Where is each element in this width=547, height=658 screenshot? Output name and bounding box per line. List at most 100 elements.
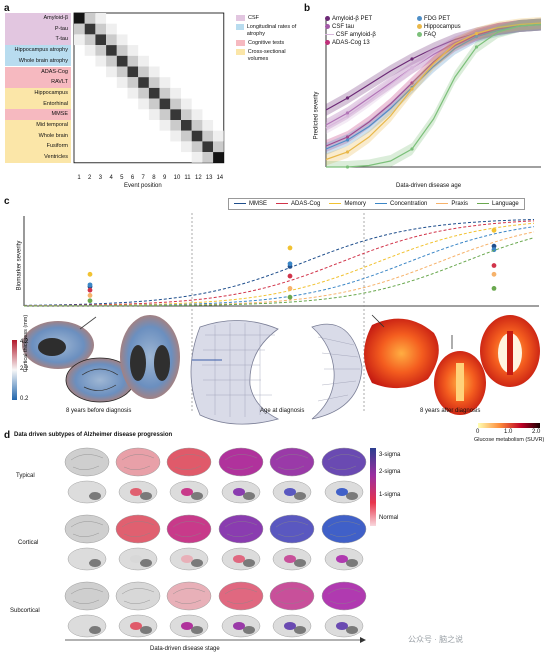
event-matrix-cell [95,34,107,46]
event-position-tick: 9 [162,175,167,181]
panel-a-event-matrix [73,12,225,164]
series-point [345,111,350,115]
event-row-label: Hippocampus [5,87,71,99]
legend-marker [417,15,422,21]
severity-curve [23,219,535,306]
series-confidence-band [326,18,541,134]
panel-b-legend-item: CSF amyloid-β [325,31,417,39]
event-position-tick: 11 [184,175,191,181]
event-row-label: Entorhinal [5,98,71,110]
series-point [410,147,414,151]
severity-marker [287,294,293,300]
subcortical-region [181,622,193,630]
event-matrix-cell [191,109,203,120]
subcortical-region [79,622,91,630]
series-line [326,23,542,168]
subcortical-region [284,555,296,563]
event-matrix-cell [181,109,192,120]
event-matrix-cell [159,98,171,110]
series-point [345,165,350,169]
panel-c-curves [23,213,539,413]
brain-lateral-stage [218,581,264,611]
series-confidence-band [326,18,541,152]
series-point [345,114,350,118]
series-point [410,57,414,61]
legend-marker [325,23,330,29]
subcortical-region [284,622,296,630]
severity-curve [23,231,535,307]
event-matrix-cell [127,66,139,78]
panel-b-legend-item: FDG PET [417,15,497,23]
event-position-tick: 1 [77,175,81,181]
brain-lateral-stage [115,514,161,544]
event-matrix-cell [202,141,214,153]
event-matrix-cell [148,77,160,88]
event-matrix-cell [213,141,224,153]
event-matrix-cell [84,23,96,35]
event-matrix-cell [84,13,96,24]
event-row-label: P-tau [5,23,71,35]
event-matrix-cell [84,34,96,46]
legend-marker [325,15,330,21]
brain-lateral-stage [218,514,264,544]
series-point [474,45,479,49]
panel-b-legend-item: CSF tau [325,23,417,31]
event-matrix-cell [138,87,149,99]
event-matrix-cell [116,34,128,46]
panel-a-legend: CSF Longitudinal rates of atrophy Cognitiv… [236,15,306,65]
event-position-tick: 3 [98,175,103,181]
brain-lateral-stage [269,514,315,544]
event-row-label: Ventricles [5,152,71,163]
event-matrix-cell [191,152,203,163]
event-matrix-cell [159,109,171,120]
legend-line [276,202,288,205]
severity-marker [87,293,93,298]
thickness-tick-mid: 2.2 [20,366,29,372]
event-matrix-cell [202,120,214,131]
event-matrix-cell [170,98,181,110]
series-line [325,23,542,147]
panel-a-legend-item: Cognitive tests [236,40,306,47]
hippocampus-mesh-right [311,323,363,420]
severity-curve [23,220,535,307]
subcortical-region [233,488,245,496]
severity-marker [287,273,293,279]
event-matrix-cell [159,87,171,99]
event-matrix-cell [127,55,139,67]
subcortical-region [336,488,348,496]
panel-c-legend-item: Praxis [436,201,468,207]
series-confidence-band [326,17,541,166]
severity-marker [287,261,293,267]
event-row-label: RAVLT [5,77,71,88]
event-matrix-cell [74,23,85,35]
glucose-label: Glucose metabolism (SUVR) [474,437,545,443]
event-matrix-cell [95,55,107,67]
panel-a-letter: a [4,3,10,14]
event-matrix-cell [84,45,96,56]
legend-line [234,202,246,205]
subtype-label-cortical: Cortical [18,540,39,546]
severity-marker [491,286,497,291]
event-matrix-cell [138,55,149,67]
subtype-label-typical: Typical [16,473,35,479]
event-matrix-cell [74,34,85,46]
panel-b-legend-item: FAQ [417,31,497,39]
brain-lateral-stage [166,514,212,544]
brain-lateral-stage [115,581,161,611]
event-matrix-cell [106,34,117,46]
event-matrix-cell [202,152,214,163]
panel-c-legend-item: Memory [329,201,366,207]
panel-c-legend: MMSE ADAS-Cog Memory Concentration Praxis Lan… [228,198,525,210]
event-matrix-cell [170,130,181,142]
event-matrix-cell [106,55,117,67]
subcortical-region [336,622,348,630]
event-matrix-cell [138,77,149,88]
event-matrix-cell [191,120,203,131]
brain-inferior-view [120,315,180,399]
hippocampus-mesh-left [190,320,280,425]
panel-b-letter: b [304,3,311,14]
series-point [410,87,414,91]
panel-b-legend-item: Hippocampus [417,23,497,31]
brain-lateral-stage [166,581,212,611]
panel-a-legend-item: Longitudinal rates of atrophy [236,24,306,38]
